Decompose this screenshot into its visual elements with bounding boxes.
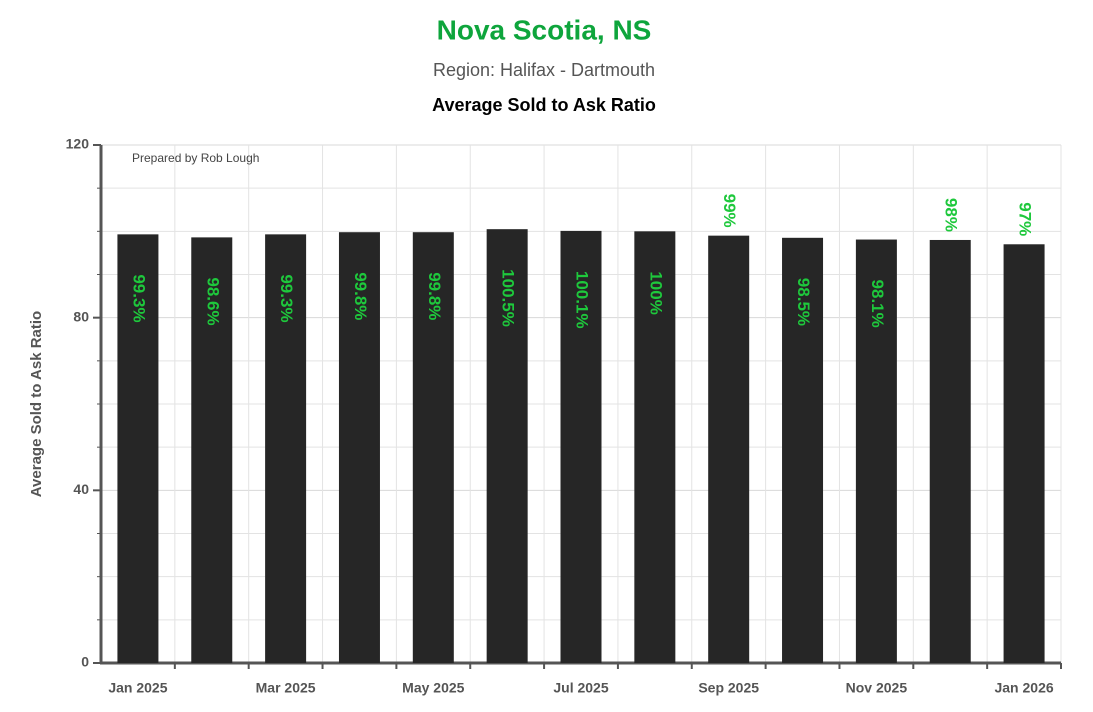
value-label: 99%: [720, 194, 739, 228]
y-axis-label: Average Sold to Ask Ratio: [28, 311, 45, 497]
value-label: 100%: [646, 271, 665, 314]
x-tick-label: Nov 2025: [846, 680, 908, 696]
value-label: 99.8%: [351, 272, 370, 320]
bar: [191, 237, 233, 664]
bar: [560, 230, 602, 663]
y-tick-label: 120: [66, 136, 90, 152]
bar: [708, 235, 750, 663]
y-tick-label: 40: [73, 481, 89, 497]
annotation: Prepared by Rob Lough: [132, 151, 259, 165]
x-tick-label: Jul 2025: [553, 680, 608, 696]
chart-heading: Average Sold to Ask Ratio: [432, 95, 656, 115]
x-tick-label: Jan 2025: [108, 680, 167, 696]
bar: [782, 237, 824, 663]
y-tick-label: 80: [73, 308, 89, 324]
value-label: 100.1%: [573, 271, 592, 329]
value-label: 97%: [1016, 202, 1035, 236]
value-label: 99.3%: [277, 274, 296, 322]
marks: 99.3% 98.6% 99.3% 99.8% 99.8% 100.5% 100.1% 100…: [117, 194, 1045, 664]
value-label: 98%: [942, 198, 961, 232]
bar: [338, 232, 380, 664]
value-label: 99.3%: [129, 274, 148, 322]
chart-subtitle: Region: Halifax - Dartmouth: [433, 60, 655, 80]
bar: [265, 234, 307, 664]
bar: [486, 229, 528, 664]
value-label: 100.5%: [499, 269, 518, 327]
bar: [412, 232, 454, 664]
value-label: 98.6%: [203, 277, 222, 325]
value-label: 98.5%: [794, 278, 813, 326]
bar: [634, 231, 676, 664]
x-tick-label: Sep 2025: [698, 680, 759, 696]
x-tick-label: Mar 2025: [256, 680, 316, 696]
bar: [929, 239, 971, 663]
bar: [117, 234, 159, 664]
y-tick-label: 0: [81, 654, 89, 670]
bar: [1003, 244, 1045, 664]
bar: [855, 239, 897, 663]
chart-title: Nova Scotia, NS: [437, 14, 652, 45]
x-tick-label: May 2025: [402, 680, 464, 696]
value-label: 99.8%: [425, 272, 444, 320]
value-label: 98.1%: [868, 280, 887, 328]
x-tick-label: Jan 2026: [994, 680, 1053, 696]
